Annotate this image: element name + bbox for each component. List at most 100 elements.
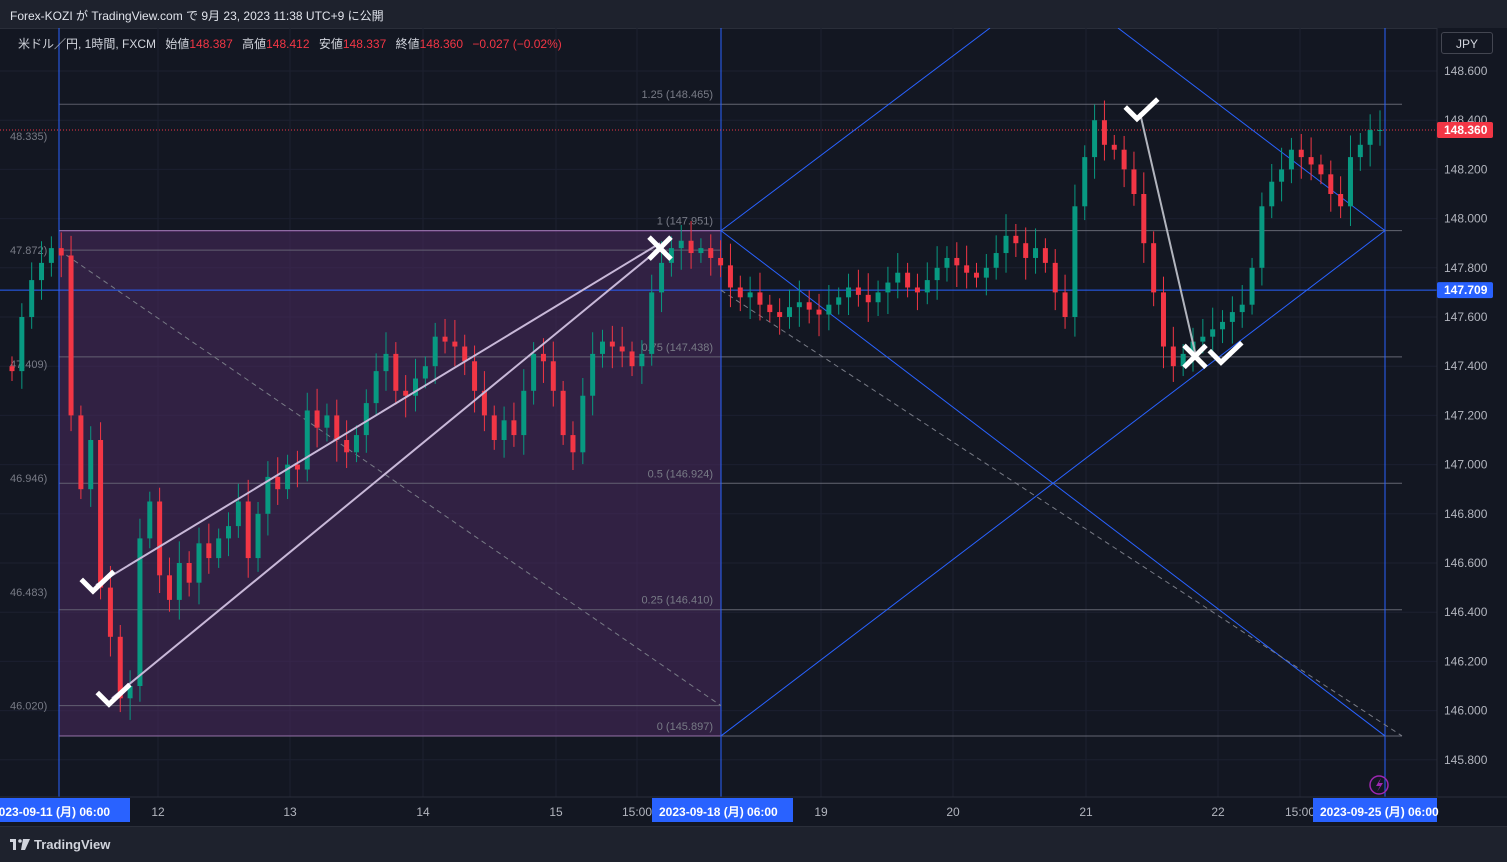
candle-body — [914, 287, 920, 293]
price-axis-tick: 146.000 — [1444, 704, 1488, 718]
candle-body — [1367, 130, 1373, 145]
candle-body — [1249, 267, 1255, 305]
time-tag-box — [652, 798, 793, 822]
candle-body — [363, 403, 369, 436]
candle-body — [1092, 120, 1098, 158]
time-tag-label: 2023-09-25 (月) 06:00 — [1320, 805, 1439, 819]
footer-brand[interactable]: TradingView — [34, 837, 111, 852]
candle-body — [964, 265, 970, 273]
price-tag-box — [1437, 122, 1493, 139]
time-axis-tick: 21 — [1079, 805, 1093, 819]
candle-body — [98, 440, 104, 588]
time-tag-label: 2023-09-11 (月) 06:00 — [0, 805, 110, 819]
candle-body — [1170, 346, 1176, 367]
candle-body — [1062, 292, 1068, 317]
candle-body — [147, 501, 153, 539]
candle-body — [1377, 130, 1383, 132]
candle-body — [688, 240, 694, 254]
time-axis-tick: 19 — [814, 805, 828, 819]
left-scale-label: 47.409) — [10, 359, 47, 371]
candle-body — [659, 262, 665, 293]
candle-body — [1210, 329, 1216, 337]
currency-button[interactable]: JPY — [1441, 32, 1493, 54]
candle-body — [1151, 243, 1157, 293]
ohlc-legend: 米ドル／円, 1時間, FXCM 始値148.387 高値148.412 安値1… — [18, 35, 562, 52]
candle-body — [58, 248, 64, 256]
price-axis-tick: 146.200 — [1444, 654, 1488, 668]
candle-body — [580, 395, 586, 453]
candle-body — [48, 248, 54, 263]
fib-level-label: 0 (145.897) — [657, 721, 713, 733]
price-chart[interactable]: 1.25 (148.465) 1 (147.951) 0.75 (147.438) 0… — [0, 28, 1507, 826]
candle-body — [265, 476, 271, 514]
candle-body — [1141, 194, 1147, 244]
candle-body — [1160, 292, 1166, 347]
candle-body — [698, 248, 704, 254]
diamond-line — [720, 230, 1386, 737]
candle-body — [137, 538, 143, 686]
time-axis-tick: 22 — [1211, 805, 1225, 819]
price-axis-tick: 147.000 — [1444, 458, 1488, 472]
candle-body — [560, 390, 566, 436]
candle-body — [186, 563, 192, 583]
candle-body — [432, 336, 438, 367]
lightning-icon — [1376, 778, 1383, 792]
candle-body — [718, 257, 724, 266]
candle-body — [373, 371, 379, 404]
change-value: −0.027 (−0.02%) — [472, 37, 562, 51]
candle-body — [314, 410, 320, 428]
price-tag-box — [1437, 282, 1493, 299]
candle-body — [206, 543, 212, 559]
candle-body — [1308, 157, 1314, 165]
candle-body — [1013, 235, 1019, 244]
candle-body — [629, 351, 635, 367]
candle-body — [196, 543, 202, 583]
candle-body — [1229, 312, 1235, 322]
candle-body — [285, 464, 291, 490]
diamond-line — [720, 28, 991, 232]
candle-body — [176, 563, 182, 600]
candle-body — [757, 292, 763, 305]
candle-body — [600, 341, 606, 354]
trend-line — [1139, 112, 1197, 357]
candle-body — [491, 415, 497, 440]
lightning-icon — [1369, 775, 1389, 795]
candle-body — [1082, 157, 1088, 207]
candle-body — [668, 248, 674, 263]
candle-body — [767, 304, 773, 313]
candle-body — [1042, 248, 1048, 263]
candle-body — [472, 361, 478, 391]
candle-body — [216, 538, 222, 559]
candle-body — [1239, 304, 1245, 313]
candle-body — [294, 464, 300, 470]
candle-body — [639, 353, 645, 367]
candle-body — [895, 272, 901, 283]
chart-pane[interactable]: 1.25 (148.465) 1 (147.951) 0.75 (147.438) 0… — [0, 28, 1507, 826]
left-scale-label: 46.483) — [10, 587, 47, 599]
candle-body — [422, 366, 428, 379]
cross-mark-icon — [647, 235, 673, 261]
time-axis-tick: 15 — [549, 805, 563, 819]
candle-body — [806, 302, 812, 310]
candle-body — [462, 346, 468, 362]
symbol-label[interactable]: 米ドル／円, 1時間, FXCM — [18, 37, 157, 51]
candle-body — [1023, 243, 1029, 258]
candle-body — [304, 410, 310, 470]
candle-body — [747, 292, 753, 298]
candle-body — [983, 267, 989, 278]
candle-body — [88, 440, 94, 490]
time-axis-tick: 14 — [416, 805, 430, 819]
time-axis-tick: 15:00 — [1285, 805, 1315, 819]
candle-body — [1121, 149, 1127, 170]
fib-level-label: 0.5 (146.924) — [648, 468, 713, 480]
close-label: 終値 — [395, 37, 420, 51]
price-axis-tick: 146.400 — [1444, 605, 1488, 619]
low-label: 安値 — [318, 37, 343, 51]
tradingview-logo-icon — [10, 839, 30, 850]
candle-body — [521, 390, 527, 436]
price-axis-tick: 148.000 — [1444, 212, 1488, 226]
price-tag-label: 148.360 — [1444, 123, 1488, 137]
footer-bar: TradingView — [0, 826, 1507, 862]
candle-body — [442, 336, 448, 342]
time-axis-tick: 20 — [946, 805, 960, 819]
